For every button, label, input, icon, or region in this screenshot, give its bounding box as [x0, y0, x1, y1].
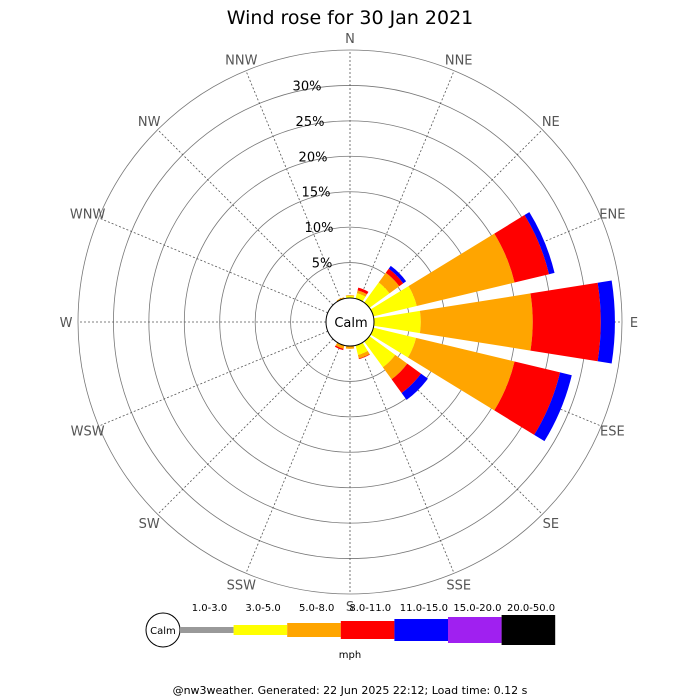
bar-segment-nne — [357, 287, 369, 295]
bar-ese — [370, 327, 572, 442]
bar-segment-e — [419, 293, 533, 351]
direction-label-ese: ESE — [600, 425, 625, 440]
bar-ene — [370, 212, 555, 317]
speed-legend: Calm 1.0-3.0 3.0-5.0 5.0-8.0 8.0-11.0 11.0-15… — [145, 603, 556, 661]
bar-segment-sse — [357, 350, 370, 359]
spoke-wnw — [98, 217, 328, 314]
ring-label: 30% — [293, 79, 322, 94]
wind-bars — [334, 212, 615, 442]
bar-segment-ne — [378, 272, 400, 294]
legend-bin-label: 5.0-8.0 — [299, 603, 334, 614]
bar-segment-nne — [355, 293, 366, 302]
spoke-nnw — [245, 70, 342, 300]
bar-segment-ne — [388, 265, 407, 284]
direction-label-n: N — [345, 32, 355, 47]
bar-segment-se — [364, 336, 396, 368]
legend-bin-label: 1.0-3.0 — [192, 603, 227, 614]
bar-segment-ssw — [334, 345, 344, 351]
direction-label-nnw: NNW — [225, 54, 257, 69]
direction-label-sse: SSE — [446, 578, 471, 593]
bar-se — [364, 336, 428, 400]
bar-segment-ne — [385, 268, 404, 287]
legend-bin-label: 20.0-50.0 — [507, 603, 555, 614]
ring-label: 25% — [296, 115, 325, 130]
bar-ne — [364, 265, 407, 308]
bar-segment-ssw — [335, 342, 345, 349]
legend-swatch — [233, 625, 288, 635]
legend-bin-label: 15.0-20.0 — [453, 603, 501, 614]
legend-swatch — [340, 621, 395, 639]
ring-labels: 5% 10% 15% 20% 25% 30% — [293, 79, 334, 271]
legend-bin-label: 3.0-5.0 — [245, 603, 280, 614]
legend-bin-label: 11.0-15.0 — [400, 603, 448, 614]
bar-segment-sse — [355, 342, 368, 355]
legend-swatch — [448, 617, 502, 643]
direction-label-nne: NNE — [445, 54, 473, 69]
bar-segment-s — [345, 345, 355, 349]
bar-segment-e — [597, 280, 615, 364]
grid-ring — [77, 49, 623, 595]
legend-bin-label: 8.0-11.0 — [349, 603, 391, 614]
ring-label: 20% — [299, 150, 328, 165]
legend-swatch — [394, 619, 448, 641]
direction-label-wnw: WNW — [70, 207, 106, 222]
bar-segment-e — [530, 282, 601, 362]
calm-label: Calm — [334, 316, 367, 331]
direction-label-e: E — [630, 316, 638, 331]
bar-sse — [355, 342, 370, 360]
bar-segment-ese — [407, 337, 515, 411]
bar-segment-ene — [370, 286, 417, 317]
direction-label-se: SE — [543, 517, 559, 532]
direction-label-nw: NW — [138, 115, 161, 130]
bar-segment-ene — [494, 215, 550, 283]
bar-s — [345, 345, 355, 349]
direction-label-ssw: SSW — [227, 578, 257, 593]
bar-segment-ene — [524, 212, 555, 275]
ring-label: 5% — [312, 257, 333, 272]
chart-title: Wind rose for 30 Jan 2021 — [227, 7, 474, 29]
bar-segment-n — [345, 295, 355, 297]
direction-label-w: W — [60, 316, 73, 331]
bar-segment-ese — [534, 372, 572, 442]
bar-ssw — [334, 342, 345, 351]
bar-segment-e — [373, 310, 421, 334]
spoke-nne — [358, 70, 455, 300]
legend-unit-label: mph — [339, 650, 361, 661]
bar-e — [373, 280, 615, 364]
legend-calm-label: Calm — [150, 626, 176, 637]
spoke-ssw — [245, 344, 342, 574]
legend-swatch — [287, 623, 341, 637]
calm-circle — [325, 297, 375, 347]
bar-segment-sse — [358, 353, 370, 360]
legend-swatch — [180, 627, 234, 633]
bar-segment-se — [401, 373, 428, 400]
ring-label: 15% — [302, 186, 331, 201]
bar-segment-se — [382, 354, 408, 380]
direction-label-ene: ENE — [599, 207, 625, 222]
calm-center: Calm — [325, 297, 375, 347]
bar-segment-ene — [408, 233, 515, 306]
direction-label-ne: NE — [542, 115, 560, 130]
direction-label-s: S — [346, 600, 354, 615]
bar-segment-se — [391, 363, 422, 394]
spoke-sse — [358, 344, 455, 574]
direction-label-wsw: WSW — [71, 425, 105, 440]
spoke-sw — [157, 338, 334, 515]
bar-nne — [355, 287, 369, 302]
spoke-nw — [157, 129, 334, 306]
bar-segment-ne — [364, 282, 390, 308]
footer-text: @nw3weather. Generated: 22 Jun 2025 22:1… — [173, 684, 528, 697]
bar-segment-ese — [494, 361, 561, 435]
bar-segment-nne — [356, 290, 367, 297]
ring-label: 10% — [305, 221, 334, 236]
direction-label-sw: SW — [139, 517, 160, 532]
legend-swatch — [501, 615, 556, 645]
direction-labels: N NNE NE ENE E ESE SE SSE S SSW SW WSW W WNW NW NNW — [60, 32, 639, 615]
bar-segment-ese — [370, 327, 417, 358]
spoke-wsw — [98, 330, 328, 427]
